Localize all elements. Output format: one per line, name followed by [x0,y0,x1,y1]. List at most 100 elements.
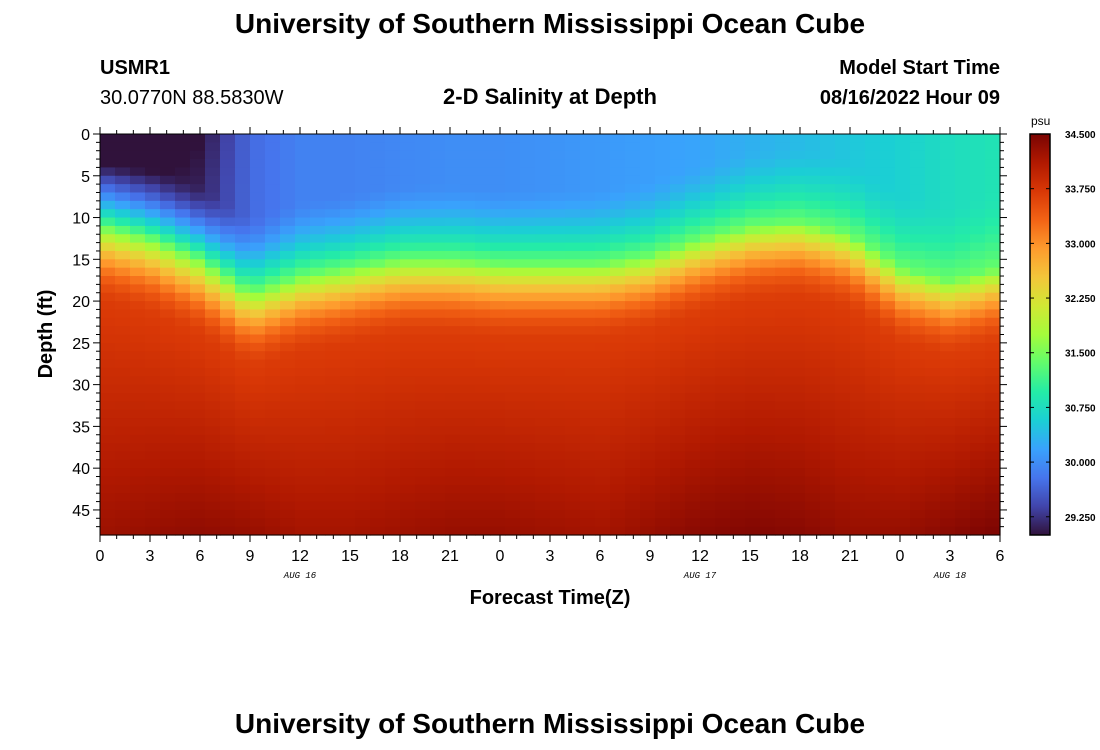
heatmap-cell [505,292,521,302]
heatmap-cell [835,309,851,319]
heatmap-cell [880,392,896,402]
heatmap-cell [730,142,746,152]
heatmap-cell [865,334,881,344]
heatmap-cell [130,334,146,344]
heatmap-cell [445,209,461,219]
heatmap-cell [940,317,956,327]
heatmap-cell [370,459,386,469]
heatmap-cell [985,459,1001,469]
heatmap-cell [550,484,566,494]
heatmap-cell [130,250,146,260]
heatmap-cell [760,493,776,503]
heatmap-cell [835,242,851,252]
heatmap-cell [235,476,251,486]
heatmap-cell [385,292,401,302]
heatmap-cell [805,200,821,210]
heatmap-cell [535,192,551,202]
heatmap-cell [640,401,656,411]
heatmap-cell [355,484,371,494]
heatmap-cell [520,501,536,511]
heatmap-cell [325,392,341,402]
heatmap-cell [115,443,131,453]
heatmap-cell [775,451,791,461]
heatmap-cell [325,351,341,361]
heatmap-cell [925,267,941,277]
heatmap-cell [415,434,431,444]
heatmap-cell [355,518,371,528]
heatmap-cell [910,426,926,436]
heatmap-cell [670,317,686,327]
heatmap-cell [400,443,416,453]
heatmap-cell [895,468,911,478]
heatmap-cell [520,276,536,285]
heatmap-cell [910,259,926,269]
heatmap-cell [130,326,146,336]
heatmap-cell [415,392,431,402]
heatmap-cell [610,250,626,260]
heatmap-cell [460,234,476,244]
heatmap-cell [790,217,806,227]
heatmap-cell [520,359,536,369]
heatmap-cell [745,459,761,469]
heatmap-cell [340,484,356,494]
heatmap-cell [730,309,746,319]
heatmap-cell [745,301,761,311]
heatmap-cell [355,384,371,394]
heatmap-cell [415,401,431,411]
heatmap-cell [700,401,716,411]
heatmap-cell [400,167,416,177]
heatmap-cell [730,192,746,202]
heatmap-cell [790,209,806,219]
heatmap-cell [910,292,926,302]
heatmap-cell [385,225,401,235]
heatmap-cell [145,484,161,494]
heatmap-cell [625,401,641,411]
heatmap-cell [610,301,626,311]
heatmap-cell [190,476,206,486]
heatmap-cell [415,209,431,219]
heatmap-cell [280,150,296,160]
heatmap-cell [970,301,986,311]
heatmap-cell [685,150,701,160]
heatmap-cell [805,250,821,260]
heatmap-cell [475,526,491,536]
heatmap-cell [145,451,161,461]
heatmap-cell [700,526,716,536]
heatmap-cell [880,526,896,536]
heatmap-cell [730,459,746,469]
heatmap-cell [445,476,461,486]
heatmap-cell [985,493,1001,503]
heatmap-cell [775,334,791,344]
heatmap-cell [925,309,941,319]
heatmap-cell [580,217,596,227]
heatmap-cell [910,443,926,453]
heatmap-cell [655,192,671,202]
heatmap-cell [175,317,191,327]
heatmap-cell [145,409,161,419]
x-tick-label: 3 [546,548,555,565]
heatmap-cell [595,200,611,210]
heatmap-cell [955,317,971,327]
heatmap-cell [985,159,1001,169]
heatmap-cell [250,359,266,369]
heatmap-cell [355,434,371,444]
heatmap-cell [670,150,686,160]
heatmap-cell [430,267,446,277]
heatmap-cell [670,259,686,269]
heatmap-cell [595,334,611,344]
heatmap-cell [610,292,626,302]
heatmap-cell [790,376,806,386]
heatmap-cell [340,459,356,469]
heatmap-cell [265,334,281,344]
heatmap-cell [970,376,986,386]
heatmap-cell [775,484,791,494]
heatmap-cell [175,526,191,536]
heatmap-cell [640,292,656,302]
heatmap-cell [490,443,506,453]
heatmap-cell [100,401,116,411]
heatmap-cell [430,225,446,235]
heatmap-cell [805,276,821,285]
heatmap-cell [850,159,866,169]
heatmap-cell [880,134,896,143]
heatmap-cell [940,518,956,528]
